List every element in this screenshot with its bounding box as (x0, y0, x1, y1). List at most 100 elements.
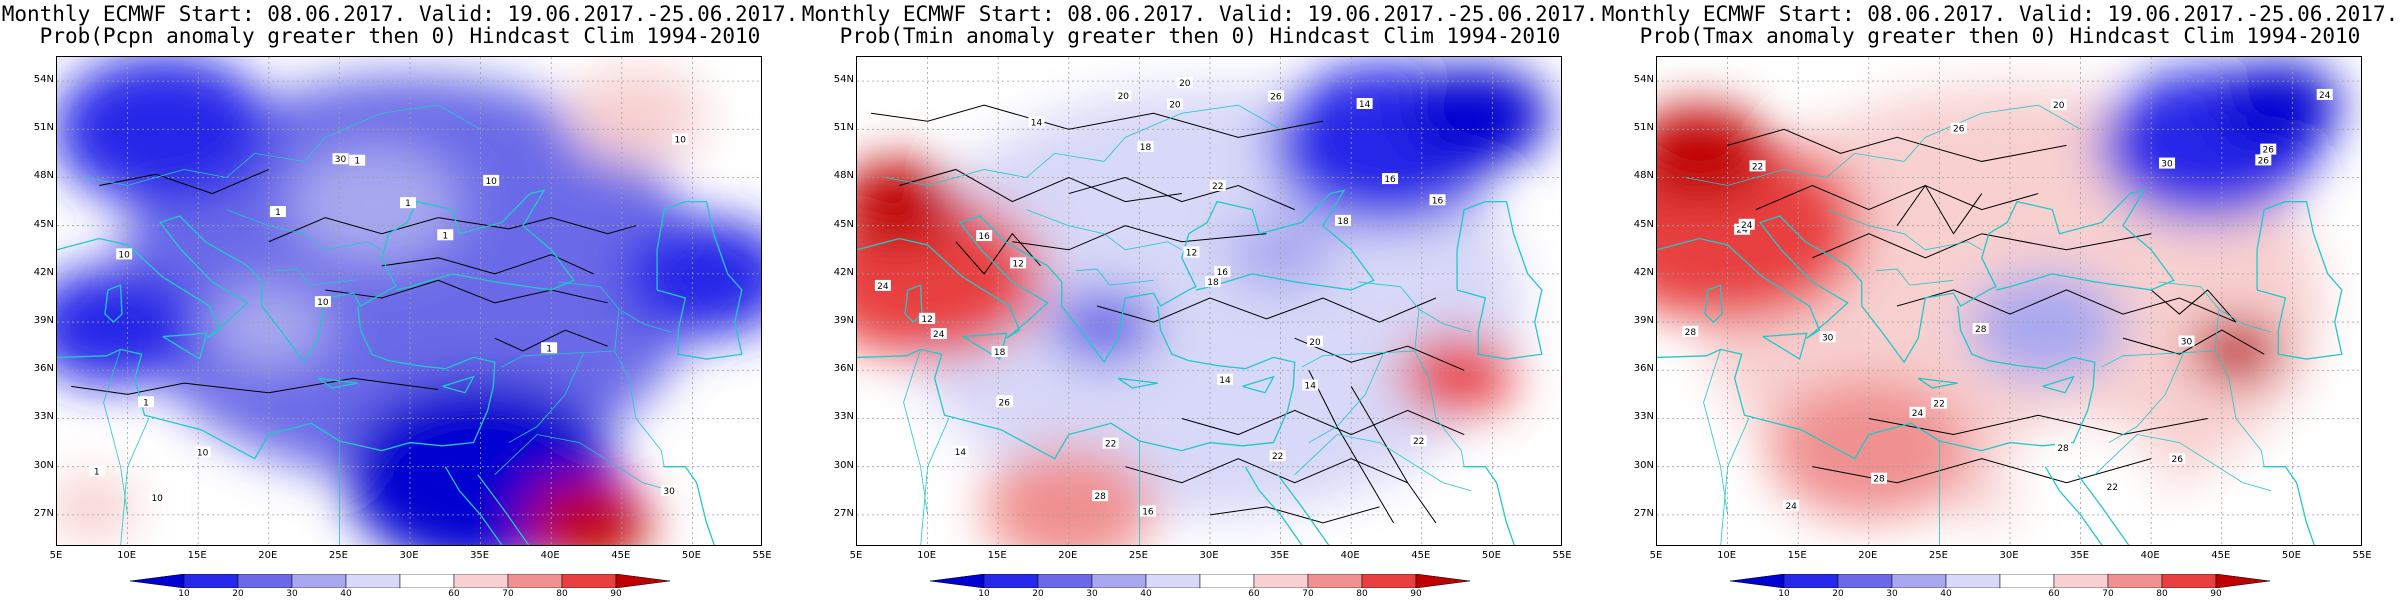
colorbar (1730, 574, 2270, 588)
lat-tick-label: 45N (833, 218, 854, 230)
lon-tick-label: 15E (1787, 550, 1807, 561)
contour-label: 12 (921, 315, 932, 325)
probability-region (1657, 106, 1770, 204)
contour-label: 1 (442, 231, 448, 241)
colorbar-swatch (1253, 574, 1309, 588)
contour-label: 10 (674, 136, 686, 146)
contour-label-box (919, 312, 936, 324)
contour-line (1181, 409, 1465, 436)
coastline (1657, 305, 2096, 460)
panel-title-line2: Prob(Tmin anomaly greater then 0) Hindca… (839, 24, 1561, 48)
contour-label-box (1819, 331, 1836, 343)
contour-label: 16 (1432, 196, 1444, 206)
contour-label: 18 (994, 348, 1006, 358)
lat-tick-label: 54N (833, 74, 854, 86)
contour-line (1755, 184, 2039, 211)
contour-label-box (1931, 397, 1948, 409)
contour-label-box (314, 296, 331, 308)
contour-label-box (269, 206, 286, 218)
colorbar-swatch (1199, 574, 1255, 588)
lon-tick-label: 35E (2070, 550, 2090, 561)
colorbar-tick-label: 20 (232, 589, 244, 599)
contour-label: 1 (94, 467, 100, 477)
lon-tick-label: 15E (987, 550, 1007, 561)
contour-lines (871, 104, 1465, 524)
contour-label: 26 (2263, 146, 2275, 156)
lon-tick-label: 10E (917, 550, 937, 561)
contour-label: 20 (1118, 92, 1130, 102)
contour-line (871, 104, 1324, 138)
colorbar-tick-label: 80 (2156, 589, 2168, 599)
contour-label: 16 (1384, 175, 1396, 185)
contour-label: 14 (1359, 100, 1371, 110)
country-border (1826, 209, 1982, 251)
country-border (1026, 209, 1182, 251)
contour-label: 26 (2258, 156, 2270, 166)
colorbar-tick-label: 30 (1886, 589, 1898, 599)
contour-label-box (1410, 435, 1427, 447)
contour-label-box (1267, 90, 1284, 102)
colorbar-tick-label: 20 (1032, 589, 1044, 599)
lon-tick-label: 35E (470, 550, 490, 561)
contour-label-box (541, 342, 558, 354)
coastline (2042, 375, 2075, 394)
contour-label-box (1302, 379, 1319, 391)
lon-tick-label: 5E (1649, 550, 1663, 561)
country-border (103, 349, 128, 515)
country-border (2108, 352, 2185, 443)
contour-label: 1 (354, 157, 360, 167)
contour-line (1727, 128, 2067, 162)
contour-line (955, 232, 1041, 275)
contour-label-box (1950, 122, 1967, 134)
contour-label: 28 (1975, 325, 1987, 335)
contour-label-box (2255, 154, 2272, 166)
lon-tick-label: 30E (1199, 550, 1219, 561)
lat-tick-label: 51N (33, 122, 54, 134)
contour-label: 10 (197, 448, 209, 458)
lat-tick-label: 51N (833, 122, 854, 134)
coastline (1277, 474, 1330, 545)
coastline (477, 474, 530, 545)
contour-label-box (1216, 373, 1233, 385)
probability-region (206, 283, 331, 370)
lon-tick-label: 20E (258, 550, 278, 561)
colorbar-swatch (1891, 574, 1947, 588)
lat-tick-label: 48N (1633, 170, 1654, 182)
country-border (494, 434, 672, 492)
country-border (1418, 308, 1472, 333)
colorbar (130, 574, 670, 588)
colorbar-swatch (1945, 574, 2001, 588)
contour-label: 14 (1031, 118, 1043, 128)
coastline (317, 377, 358, 389)
contour-label-box (88, 465, 105, 477)
coastline (857, 305, 1296, 460)
contour-label-box (349, 154, 366, 166)
colorbar-tick-label: 90 (610, 589, 622, 599)
contour-label: 18 (1337, 217, 1349, 227)
contour-label: 28 (1873, 475, 1885, 485)
lon-tick-label: 25E (1128, 550, 1148, 561)
probability-region (2216, 62, 2341, 150)
coastline (1762, 332, 1808, 361)
country-border (226, 209, 382, 251)
probability-region (621, 218, 761, 337)
lat-tick-label: 30N (1633, 459, 1654, 471)
contour-label-box (1176, 76, 1193, 88)
contour-label-box (1269, 450, 1286, 462)
contour-label-box (1972, 322, 1989, 334)
contour-label: 26 (1270, 92, 1282, 102)
contour-label: 10 (118, 250, 130, 260)
contour-labels: 1414141614121814161812201418162022242628… (874, 76, 1446, 518)
lon-tick-label: 40E (1340, 550, 1360, 561)
lat-tick-label: 48N (833, 170, 854, 182)
colorbar-tick-label: 80 (556, 589, 568, 599)
lat-tick-label: 54N (1633, 74, 1654, 86)
lat-tick-label: 30N (833, 459, 854, 471)
contour-label-box (1382, 173, 1399, 185)
coastline (57, 189, 575, 364)
contour-line (2122, 329, 2265, 355)
contour-label: 22 (2107, 483, 2118, 493)
country-border (2218, 308, 2272, 333)
contour-line (1896, 289, 2237, 323)
contour-label-box (991, 346, 1008, 358)
